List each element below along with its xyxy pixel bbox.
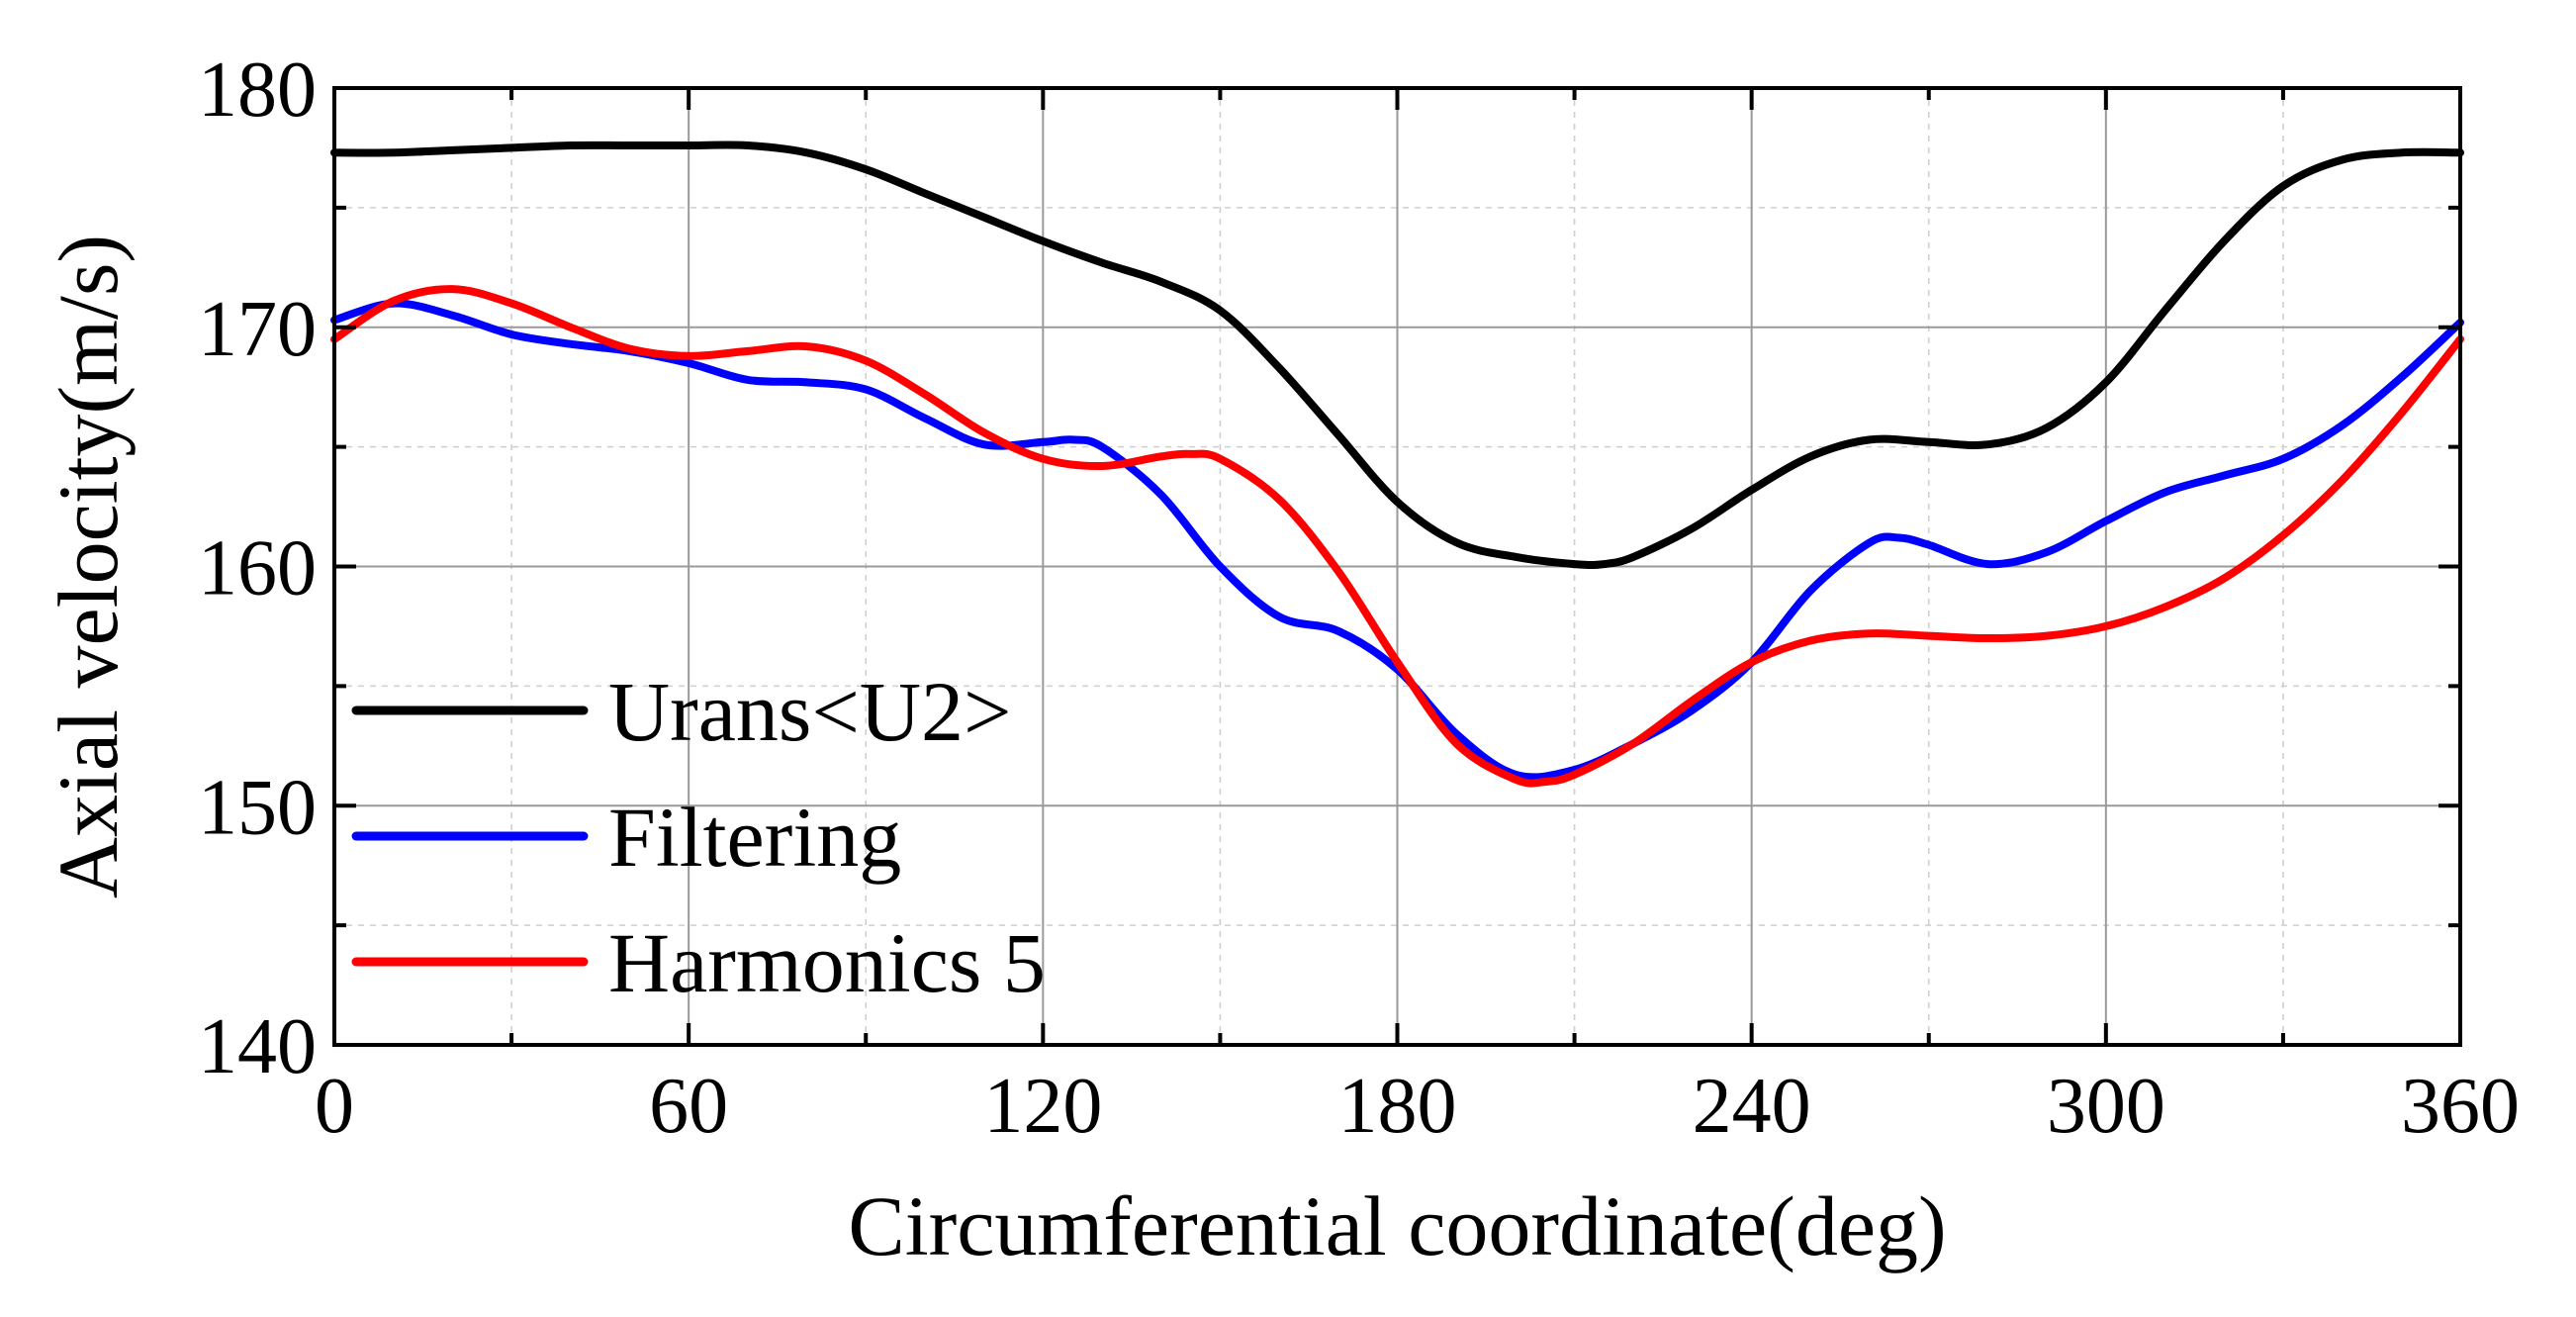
series-line-urans-u2 xyxy=(330,141,2464,569)
x-tick-label: 60 xyxy=(649,1063,728,1150)
y-tick-label: 140 xyxy=(198,1003,317,1090)
x-tick-label: 180 xyxy=(1338,1063,1457,1150)
y-tick-label: 150 xyxy=(198,764,317,851)
x-tick-label: 0 xyxy=(315,1063,354,1150)
x-axis-label: Circumferential coordinate(deg) xyxy=(848,1178,1946,1273)
x-tick-label: 120 xyxy=(983,1063,1102,1150)
y-tick-labels: 140 150 160 170 180 xyxy=(198,47,317,1090)
series-lines xyxy=(330,141,2464,788)
y-axis-label: Axial velocity(m/s) xyxy=(41,235,136,898)
x-tick-label: 360 xyxy=(2401,1063,2520,1150)
legend: Urans<U2> Filtering Harmonics 5 xyxy=(351,664,1046,1010)
x-tick-label: 240 xyxy=(1693,1063,1811,1150)
grid xyxy=(333,87,2461,1046)
y-tick-label: 170 xyxy=(198,286,317,373)
legend-label: Filtering xyxy=(608,790,901,885)
y-tick-label: 180 xyxy=(198,47,317,134)
axis-ticks xyxy=(332,86,2462,1047)
x-tick-labels: 0 60 120 180 240 300 360 xyxy=(315,1063,2520,1150)
legend-label: Harmonics 5 xyxy=(608,915,1046,1010)
x-tick-label: 300 xyxy=(2047,1063,2165,1150)
y-tick-label: 160 xyxy=(198,525,317,612)
series-line-harmonics-5 xyxy=(330,285,2464,788)
legend-label: Urans<U2> xyxy=(608,664,1012,759)
